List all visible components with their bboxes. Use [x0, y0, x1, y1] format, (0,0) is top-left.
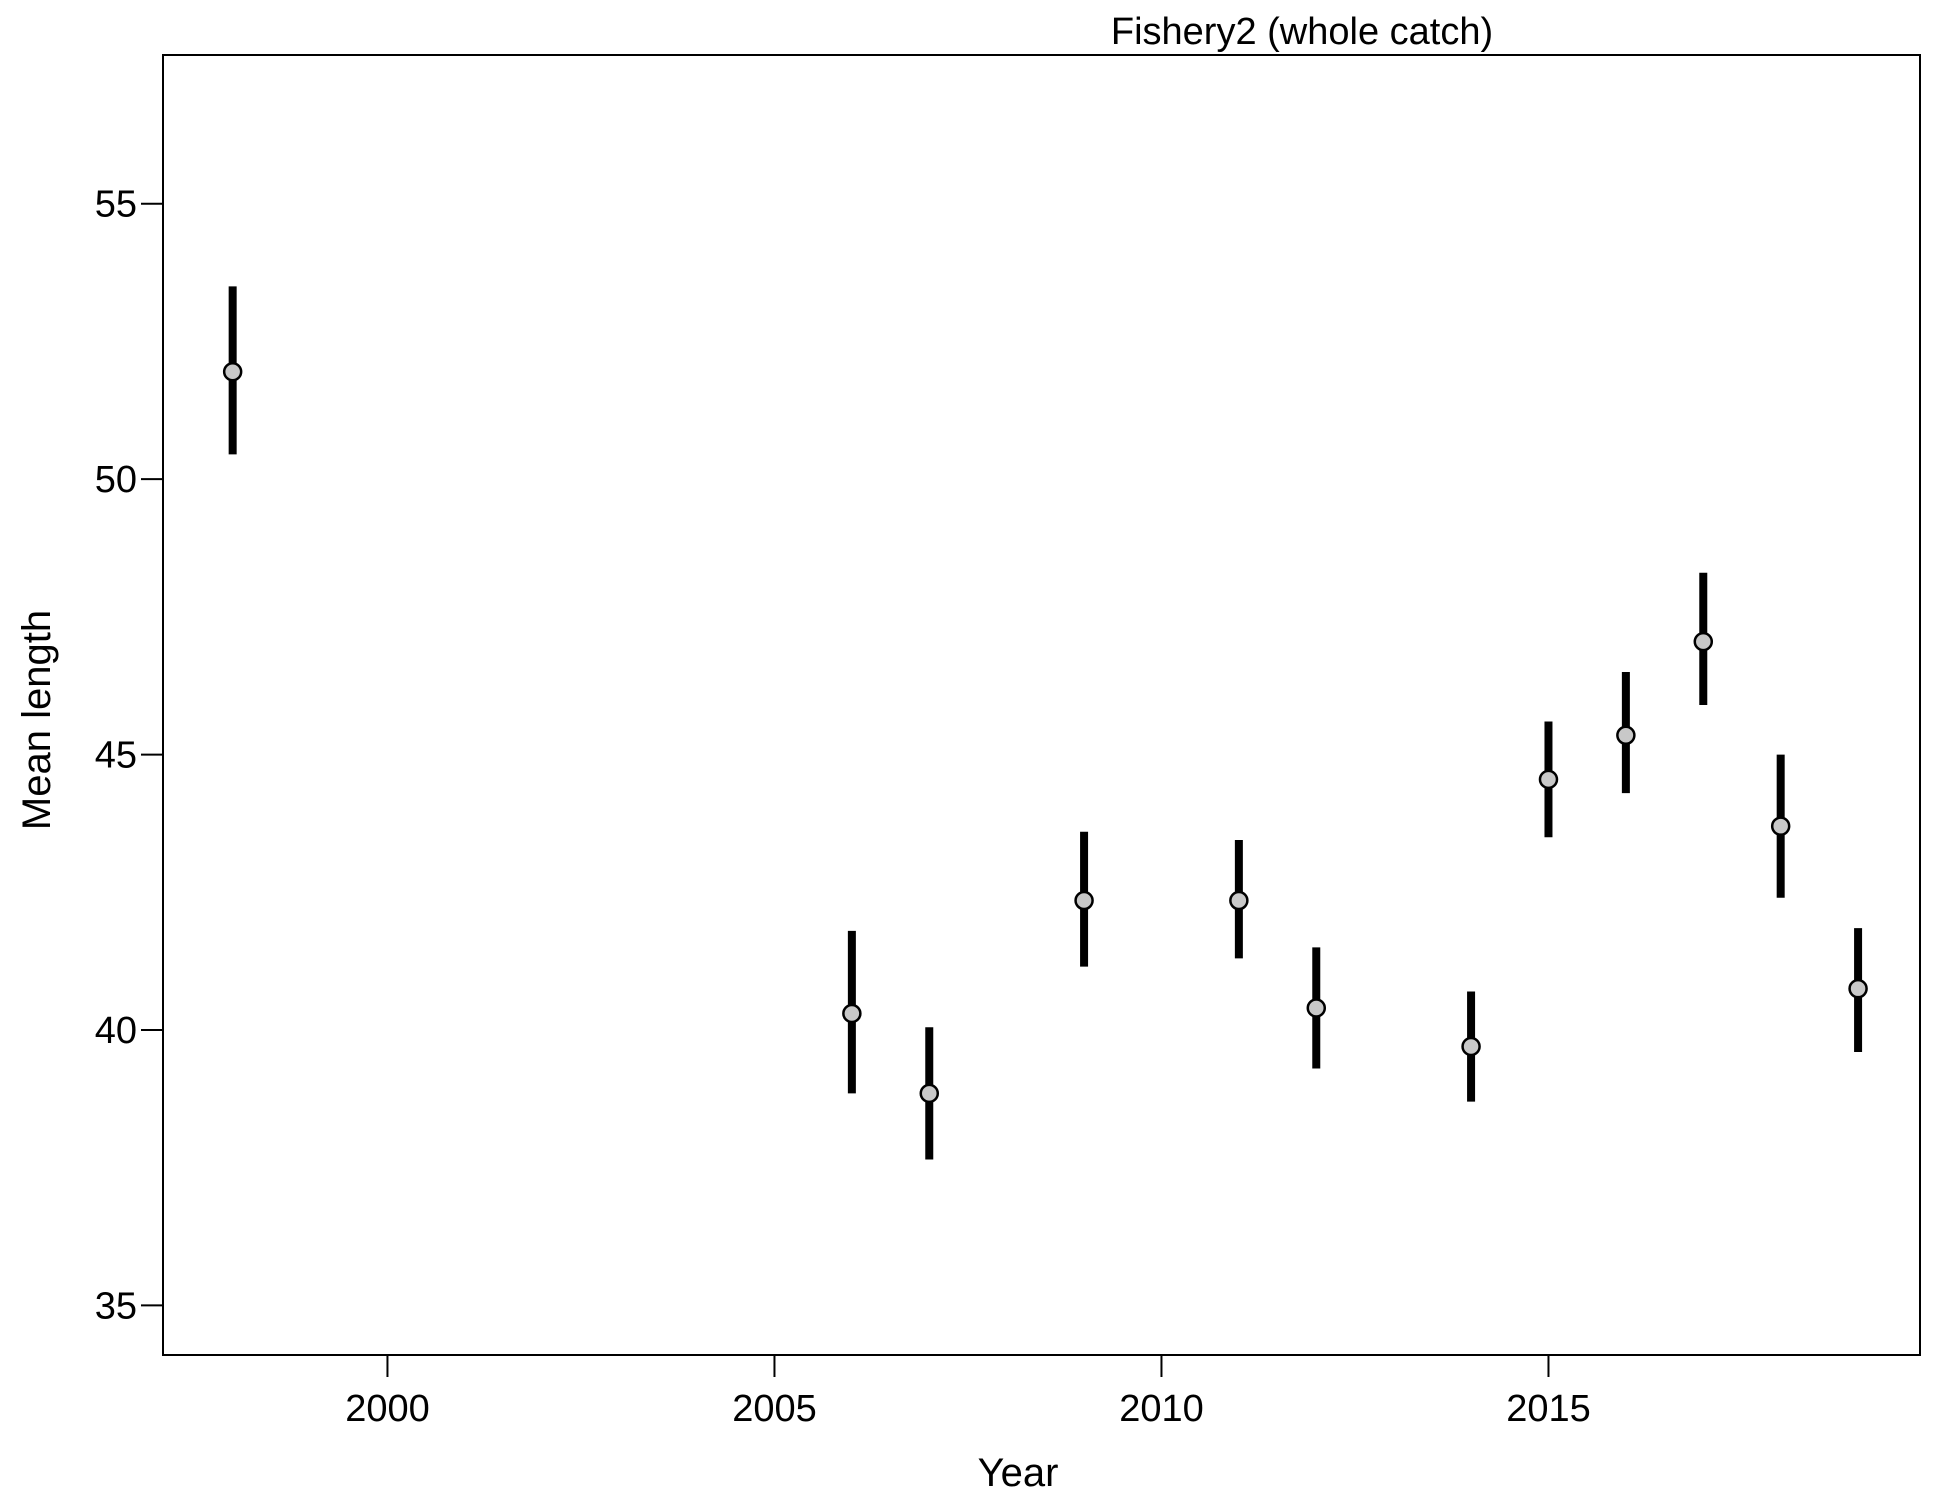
y-axis-title: Mean length	[15, 610, 59, 830]
x-tick-label: 2000	[345, 1388, 430, 1430]
plot-frame	[162, 54, 1921, 1356]
data-point	[1229, 890, 1249, 911]
data-point	[1461, 1036, 1481, 1057]
y-tick-label: 45	[95, 735, 137, 777]
data-point	[919, 1083, 940, 1104]
x-tick-label: 2015	[1506, 1388, 1591, 1430]
data-point	[1306, 998, 1327, 1018]
data-point	[1538, 769, 1559, 790]
y-axis: 35 40 45 50 55	[95, 184, 163, 1327]
x-tick-label: 2005	[732, 1388, 817, 1430]
x-axis: 2000 2005 2010 2015	[345, 1355, 1591, 1430]
chart-title: Fishery2 (whole catch)	[1111, 11, 1493, 53]
y-tick-label: 35	[95, 1285, 137, 1327]
data-point	[1693, 631, 1714, 652]
data-point	[222, 361, 243, 382]
y-tick-label: 55	[95, 184, 137, 226]
x-axis-title: Year	[978, 1451, 1059, 1495]
data-point	[1074, 890, 1094, 911]
y-tick-label: 50	[95, 459, 137, 501]
data-point	[1848, 978, 1868, 999]
data-point	[842, 1003, 862, 1024]
y-tick-label: 40	[95, 1010, 137, 1052]
x-tick-label: 2010	[1119, 1388, 1204, 1430]
data-marks	[222, 286, 1868, 1160]
data-point	[1770, 816, 1791, 836]
data-point	[1616, 725, 1636, 746]
